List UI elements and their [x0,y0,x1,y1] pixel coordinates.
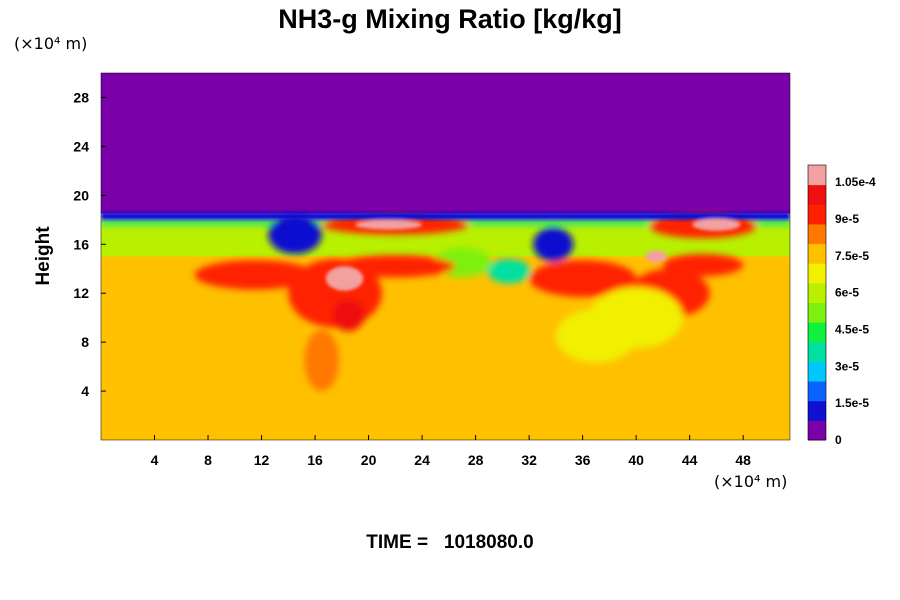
y-tick-label: 24 [73,138,89,154]
x-tick-label: 36 [575,452,591,468]
colorbar-swatch [808,204,826,225]
time-label: TIME = [366,532,429,553]
x-tick-label: 20 [361,452,377,468]
colorbar-tick-label: 9e-5 [835,212,859,226]
peak-blob [692,218,741,231]
plume-blob [304,329,340,392]
y-tick-label: 12 [73,285,89,301]
eddy [487,258,531,284]
colorbar-tick-label: 6e-5 [835,286,859,300]
colorbar-swatch [808,302,826,323]
peak-blob [355,219,423,230]
x-tick-label: 44 [682,452,698,468]
x-tick-label: 28 [468,452,484,468]
plume-blob [332,299,365,332]
y-tick-label: 16 [73,236,89,252]
x-axis-unit: (×10⁴ m) [714,472,788,491]
colorbar-swatch [808,322,826,343]
colorbar-tick-label: 7.5e-5 [835,249,869,263]
x-tick-label: 40 [628,452,644,468]
colorbar-swatch [808,184,826,205]
colorbar-swatch [808,400,826,421]
colorbar-tick-label: 0 [835,433,842,447]
y-tick-label: 28 [73,89,89,105]
x-axis-ticks: 4 8 12 16 20 24 28 32 36 40 44 48 [151,435,751,468]
boundary-edge [101,212,790,220]
plot-area [101,73,790,440]
chart-title: NH3-g Mixing Ratio [kg/kg] [278,4,622,34]
y-tick-label: 20 [73,187,89,203]
colorbar-swatch [808,361,826,382]
colorbar-tick-label: 3e-5 [835,359,859,373]
colorbar-frame [807,164,827,441]
x-tick-label: 8 [204,452,212,468]
eddy [268,214,322,255]
colorbar-tick-label: 1.5e-5 [835,396,869,410]
y-tick-label: 4 [81,383,89,399]
peak-blob [645,250,667,263]
colorbar-swatch [808,381,826,402]
plume-blob [529,260,637,297]
time-readout: TIME = 1018080.0 [0,532,900,554]
colorbar-swatch [808,243,826,264]
colorbar-swatch [808,282,826,303]
plume-features [101,212,790,392]
x-tick-label: 24 [414,452,430,468]
upper-layer [101,73,790,214]
colorbar-swatch [808,341,826,362]
y-axis-ticks: 4 8 12 16 20 24 28 [73,89,106,399]
colorbar-swatch [808,223,826,245]
plume-blob [662,254,744,277]
colorbar-tick-label: 4.5e-5 [835,323,869,337]
plume-blob [555,309,637,363]
x-tick-label: 4 [151,452,159,468]
plot-frame [100,72,791,441]
peak-blob [325,266,364,291]
x-tick-label: 16 [307,452,323,468]
plume-detail [101,212,790,291]
x-tick-label: 48 [735,452,751,468]
colorbar-swatch [808,165,826,186]
colorbar-swatch [808,263,826,284]
x-tick-label: 32 [521,452,537,468]
colorbar-swatch [808,420,826,441]
y-tick-label: 8 [81,334,89,350]
colorbar: 0 1.5e-5 3e-5 4.5e-5 6e-5 7.5e-5 9e-5 1.05e-4 [807,164,876,447]
x-tick-label: 12 [254,452,270,468]
plume-blob [194,260,316,290]
plume-blob [335,255,456,278]
y-axis-unit: (×10⁴ m) [14,34,88,53]
colorbar-tick-label: 1.05e-4 [835,175,876,189]
time-value: 1018080.0 [443,532,534,553]
eddy [533,227,574,262]
